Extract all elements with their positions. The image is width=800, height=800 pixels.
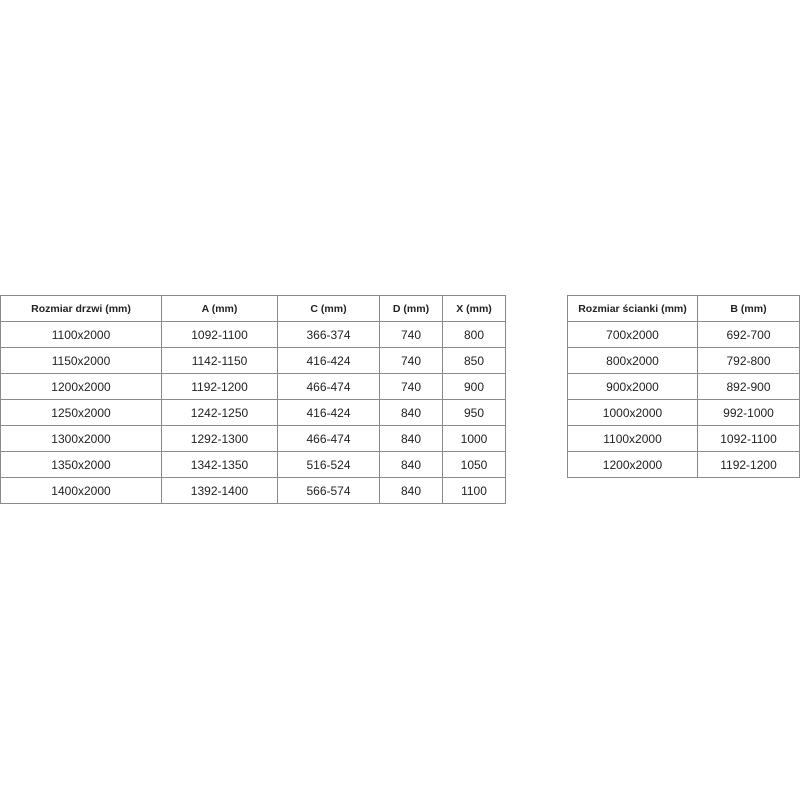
table-cell: 1050 [442, 451, 506, 478]
table-header-row: Rozmiar ścianki (mm) B (mm) [567, 295, 800, 322]
table-cell: 566-574 [277, 477, 380, 504]
table-cell: 892-900 [697, 373, 800, 400]
door-size-table: Rozmiar drzwi (mm) A (mm) C (mm) D (mm) X (m… [0, 295, 506, 504]
table-cell: 1100x2000 [0, 321, 162, 348]
table-cell: 1342-1350 [161, 451, 278, 478]
table-cell: 516-524 [277, 451, 380, 478]
table-cell: 992-1000 [697, 399, 800, 426]
table-cell: 692-700 [697, 321, 800, 348]
table-cell: 740 [379, 347, 443, 374]
table-cell: 1142-1150 [161, 347, 278, 374]
table-row: 900x2000 892-900 [567, 373, 800, 400]
table-row: 1250x2000 1242-1250 416-424 840 950 [0, 399, 506, 426]
column-header: D (mm) [379, 295, 443, 322]
table-cell: 1092-1100 [697, 425, 800, 452]
table-cell: 950 [442, 399, 506, 426]
table-cell: 1150x2000 [0, 347, 162, 374]
column-header: Rozmiar ścianki (mm) [567, 295, 698, 322]
table-cell: 416-424 [277, 347, 380, 374]
table-cell: 1000x2000 [567, 399, 698, 426]
table-row: 1100x2000 1092-1100 [567, 425, 800, 452]
table-header-row: Rozmiar drzwi (mm) A (mm) C (mm) D (mm) X (m… [0, 295, 506, 322]
table-cell: 1092-1100 [161, 321, 278, 348]
table-cell: 466-474 [277, 425, 380, 452]
table-cell: 1192-1200 [697, 451, 800, 478]
table-cell: 1100x2000 [567, 425, 698, 452]
column-header: A (mm) [161, 295, 278, 322]
table-cell: 840 [379, 477, 443, 504]
table-cell: 1200x2000 [0, 373, 162, 400]
table-cell: 900x2000 [567, 373, 698, 400]
table-cell: 1242-1250 [161, 399, 278, 426]
table-cell: 850 [442, 347, 506, 374]
table-cell: 1250x2000 [0, 399, 162, 426]
table-cell: 900 [442, 373, 506, 400]
table-cell: 1000 [442, 425, 506, 452]
table-cell: 1392-1400 [161, 477, 278, 504]
table-cell: 1300x2000 [0, 425, 162, 452]
table-row: 1300x2000 1292-1300 466-474 840 1000 [0, 425, 506, 452]
table-cell: 840 [379, 451, 443, 478]
column-header: X (mm) [442, 295, 506, 322]
table-row: 700x2000 692-700 [567, 321, 800, 348]
table-row: 1400x2000 1392-1400 566-574 840 1100 [0, 477, 506, 504]
table-row: 1000x2000 992-1000 [567, 399, 800, 426]
table-cell: 1200x2000 [567, 451, 698, 478]
table-cell: 800 [442, 321, 506, 348]
table-row: 1350x2000 1342-1350 516-524 840 1050 [0, 451, 506, 478]
table-cell: 840 [379, 425, 443, 452]
table-cell: 792-800 [697, 347, 800, 374]
table-row: 1200x2000 1192-1200 [567, 451, 800, 478]
table-cell: 740 [379, 373, 443, 400]
table-cell: 1100 [442, 477, 506, 504]
table-cell: 800x2000 [567, 347, 698, 374]
table-cell: 366-374 [277, 321, 380, 348]
table-cell: 740 [379, 321, 443, 348]
table-row: 800x2000 792-800 [567, 347, 800, 374]
table-row: 1150x2000 1142-1150 416-424 740 850 [0, 347, 506, 374]
table-cell: 1292-1300 [161, 425, 278, 452]
table-row: 1100x2000 1092-1100 366-374 740 800 [0, 321, 506, 348]
table-cell: 416-424 [277, 399, 380, 426]
table-cell: 840 [379, 399, 443, 426]
table-cell: 1192-1200 [161, 373, 278, 400]
table-cell: 466-474 [277, 373, 380, 400]
column-header: Rozmiar drzwi (mm) [0, 295, 162, 322]
table-cell: 700x2000 [567, 321, 698, 348]
column-header: B (mm) [697, 295, 800, 322]
table-cell: 1400x2000 [0, 477, 162, 504]
table-row: 1200x2000 1192-1200 466-474 740 900 [0, 373, 506, 400]
table-cell: 1350x2000 [0, 451, 162, 478]
column-header: C (mm) [277, 295, 380, 322]
wall-size-table: Rozmiar ścianki (mm) B (mm) 700x2000 692-7… [567, 295, 800, 478]
